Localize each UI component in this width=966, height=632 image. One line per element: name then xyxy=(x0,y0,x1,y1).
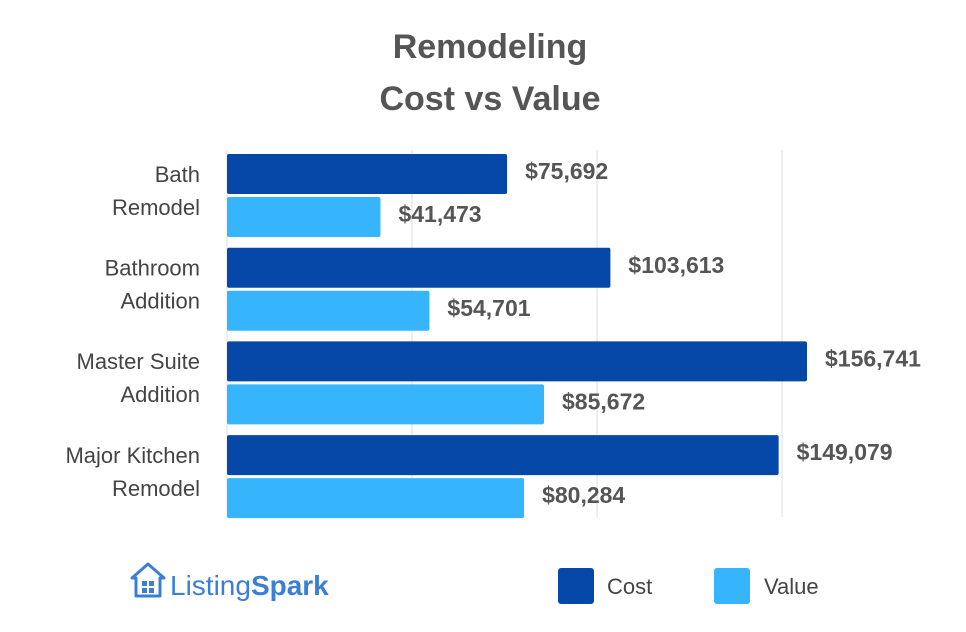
bar-cost xyxy=(227,247,611,288)
data-label-value: $85,672 xyxy=(562,388,645,414)
bar-value xyxy=(227,478,525,519)
category-label: Major Kitchen xyxy=(65,443,200,468)
bar-cost xyxy=(227,435,779,476)
data-label-cost: $75,692 xyxy=(525,158,608,184)
legend-swatch-value xyxy=(714,568,750,604)
category-label: Addition xyxy=(120,289,200,314)
data-label-cost: $156,741 xyxy=(825,345,921,371)
data-labels: $75,692 $41,473 $103,613 $54,701 $156,741 $85… xyxy=(398,158,921,508)
logo: ListingSpark xyxy=(130,562,329,601)
data-label-value: $80,284 xyxy=(542,482,625,508)
legend: Cost Value xyxy=(558,568,819,604)
legend-swatch-cost xyxy=(558,568,594,604)
logo-text-listing: Listing xyxy=(170,570,251,601)
data-label-value: $54,701 xyxy=(447,295,530,321)
category-label: Addition xyxy=(120,382,200,407)
bar-cost xyxy=(227,154,508,194)
category-label: Bath xyxy=(155,162,200,187)
logo-text: ListingSpark xyxy=(170,570,329,601)
chart-title: Remodeling Cost vs Value xyxy=(379,28,600,118)
bar-value xyxy=(227,384,545,425)
chart-title-line-2: Cost vs Value xyxy=(379,80,600,118)
bar-value xyxy=(227,197,381,237)
logo-text-spark: Spark xyxy=(251,570,329,601)
category-label: Master Suite xyxy=(77,349,201,374)
bar-cost xyxy=(227,341,807,382)
bars xyxy=(227,154,807,519)
category-labels: Bath Remodel Bathroom Addition Master Suite A… xyxy=(65,162,200,501)
data-label-cost: $149,079 xyxy=(797,439,893,465)
legend-label-cost: Cost xyxy=(607,574,652,599)
category-label: Remodel xyxy=(112,195,200,220)
data-label-cost: $103,613 xyxy=(628,252,724,278)
bar-value xyxy=(227,290,430,331)
house-icon xyxy=(130,562,166,598)
chart-title-line-1: Remodeling xyxy=(393,28,588,66)
category-label: Bathroom xyxy=(105,256,200,281)
category-label: Remodel xyxy=(112,476,200,501)
legend-label-value: Value xyxy=(764,574,819,599)
data-label-value: $41,473 xyxy=(398,201,481,227)
